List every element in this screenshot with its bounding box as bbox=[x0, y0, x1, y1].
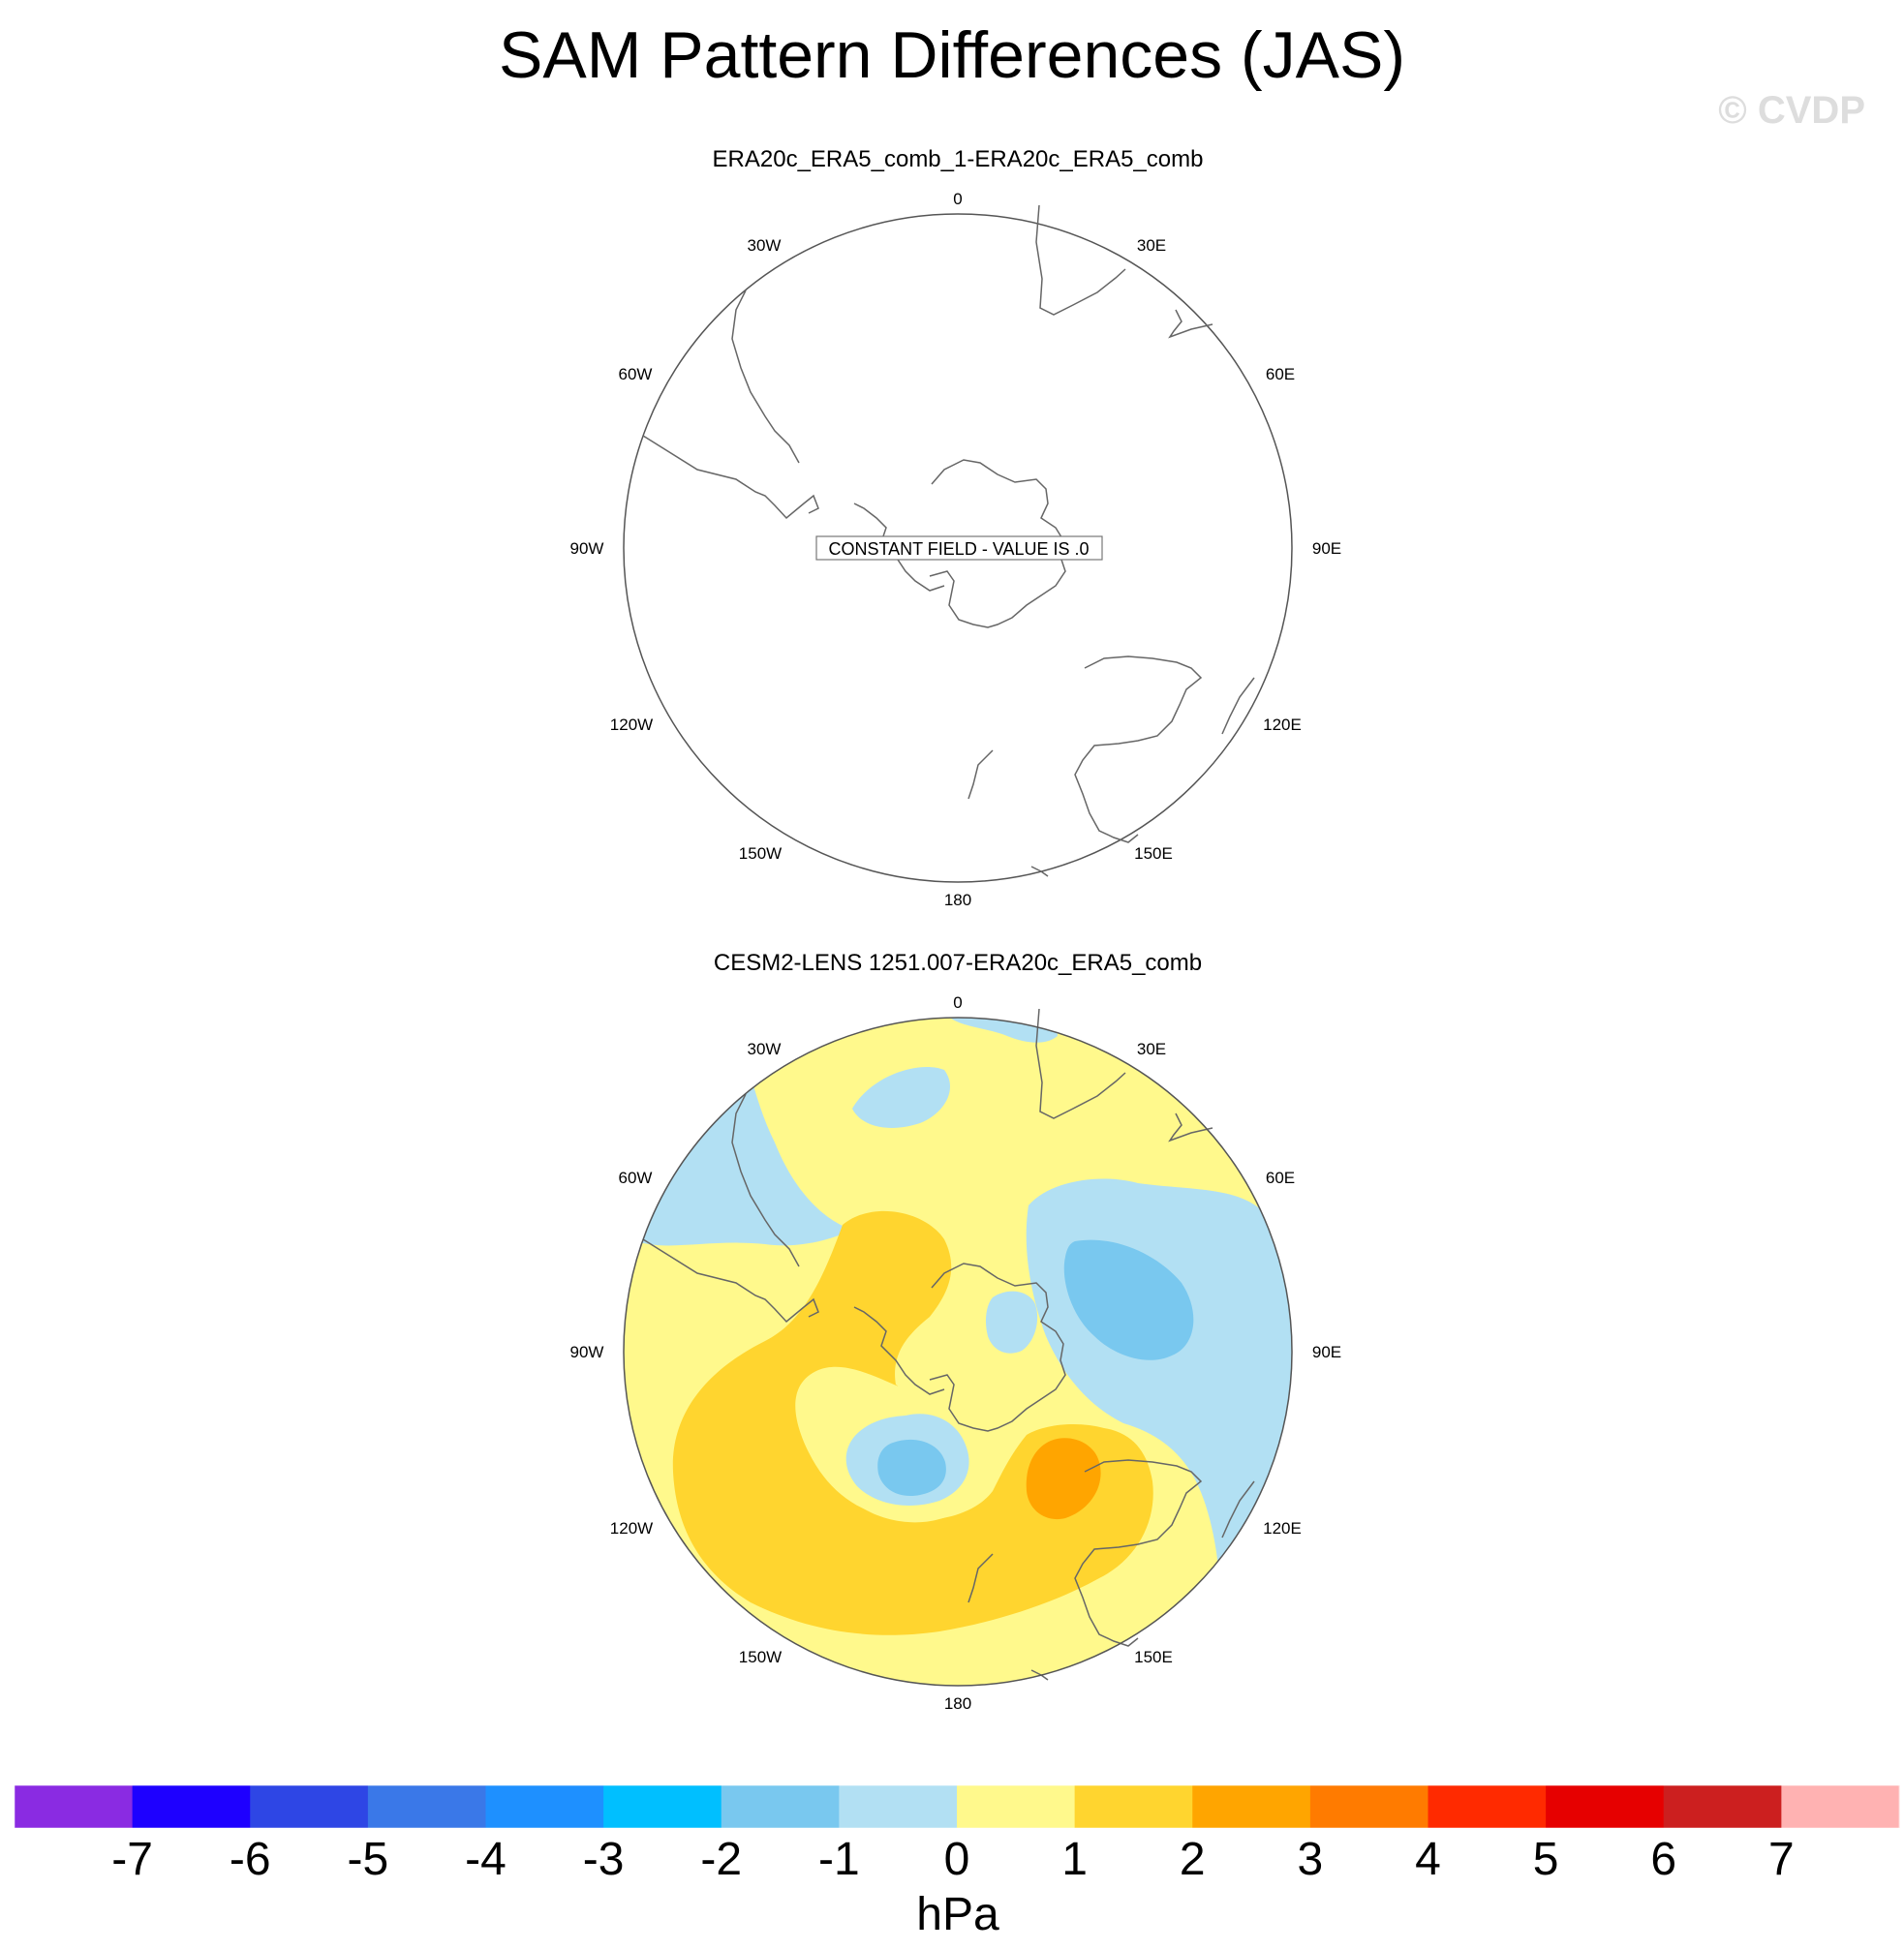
lon-label: 120E bbox=[1263, 1519, 1302, 1538]
colorbar-tick-label: -6 bbox=[230, 1834, 271, 1885]
colorbar: -7 -6 -5 -4 -3 -2 -1 0 1 2 3 4 5 6 7 bbox=[14, 1784, 1900, 1885]
panel-bottom-field bbox=[624, 1018, 1292, 1686]
colorbar-tick-label: 6 bbox=[1650, 1834, 1676, 1885]
lon-label: 150E bbox=[1134, 1648, 1173, 1666]
colorbar-swatch bbox=[721, 1785, 840, 1828]
colorbar-swatch bbox=[1428, 1785, 1547, 1828]
panel-top: ERA20c_ERA5_comb_1-ERA20c_ERA5_comb CONS… bbox=[570, 146, 1342, 909]
lon-label: 150W bbox=[739, 1648, 782, 1666]
constant-field-label: CONSTANT FIELD - VALUE IS .0 bbox=[828, 539, 1089, 559]
lon-label: 60E bbox=[1266, 1169, 1295, 1187]
lon-label: 30W bbox=[748, 1040, 782, 1058]
colorbar-swatch bbox=[1074, 1785, 1193, 1828]
colorbar-tick-label: -5 bbox=[348, 1834, 389, 1885]
lon-label: 90E bbox=[1312, 539, 1341, 558]
lon-label: 90W bbox=[570, 539, 604, 558]
panel-bottom-subtitle: CESM2-LENS 1251.007-ERA20c_ERA5_comb bbox=[714, 950, 1202, 976]
lon-label: 30E bbox=[1137, 1040, 1166, 1058]
contour-neg1-atlantic bbox=[852, 1066, 950, 1128]
colorbar-outline bbox=[14, 1784, 1900, 1829]
colorbar-tick-label: 4 bbox=[1415, 1834, 1441, 1885]
colorbar-tick-label: 2 bbox=[1180, 1834, 1206, 1885]
colorbar-tick-label: 7 bbox=[1768, 1834, 1795, 1885]
colorbar-swatch bbox=[15, 1785, 134, 1828]
colorbar-swatch bbox=[485, 1785, 604, 1828]
colorbar-swatch bbox=[1546, 1785, 1665, 1828]
lon-label: 60W bbox=[619, 365, 653, 383]
panel-top-subtitle: ERA20c_ERA5_comb_1-ERA20c_ERA5_comb bbox=[713, 146, 1204, 172]
lon-label: 150E bbox=[1134, 844, 1173, 863]
colorbar-tick-label: 1 bbox=[1061, 1834, 1088, 1885]
colorbar-tick-label: -7 bbox=[111, 1834, 153, 1885]
lon-label: 120W bbox=[610, 1519, 653, 1538]
colorbar-unit: hPa bbox=[916, 1889, 999, 1940]
panel-top-annotation: CONSTANT FIELD - VALUE IS .0 bbox=[815, 535, 1103, 561]
lon-label: 60E bbox=[1266, 365, 1295, 383]
panel-bottom-lon-labels: 0 30E 60E 90E 120E 150E 180 150W 120W 90… bbox=[570, 993, 1342, 1713]
lon-label: 0 bbox=[953, 190, 962, 208]
colorbar-swatch bbox=[250, 1785, 369, 1828]
colorbar-tick-label: -2 bbox=[700, 1834, 742, 1885]
colorbar-swatch bbox=[132, 1785, 251, 1828]
lon-label: 120W bbox=[610, 716, 653, 734]
contour-neg2-indian-ocean bbox=[1063, 1239, 1194, 1360]
lon-label: 90W bbox=[570, 1343, 604, 1361]
lon-label: 180 bbox=[944, 1694, 971, 1713]
contour-2-to-3 bbox=[1026, 1438, 1101, 1520]
colorbar-swatch bbox=[839, 1785, 958, 1828]
colorbar-tick-label: -3 bbox=[583, 1834, 625, 1885]
panel-bottom-coastlines bbox=[642, 1008, 1255, 1681]
colorbar-tick-label: 5 bbox=[1533, 1834, 1559, 1885]
chart-title: SAM Pattern Differences (JAS) bbox=[499, 18, 1405, 92]
lon-label: 180 bbox=[944, 891, 971, 909]
watermark: © CVDP bbox=[1718, 89, 1865, 132]
colorbar-swatch bbox=[1663, 1785, 1782, 1828]
lon-label: 90E bbox=[1312, 1343, 1341, 1361]
contour-1-to-2 bbox=[672, 1210, 1153, 1635]
lon-label: 0 bbox=[953, 993, 962, 1012]
lon-label: 120E bbox=[1263, 716, 1302, 734]
colorbar-tick-label: -1 bbox=[818, 1834, 860, 1885]
lon-label: 150W bbox=[739, 844, 782, 863]
contour-neg1-antarctica bbox=[985, 1291, 1038, 1354]
colorbar-swatch bbox=[603, 1785, 722, 1828]
colorbar-tick-label: 0 bbox=[944, 1834, 970, 1885]
panel-top-lon-labels: 0 30E 60E 90E 120E 150E 180 150W 120W 90… bbox=[570, 190, 1342, 909]
lon-label: 30W bbox=[748, 236, 782, 255]
lon-label: 60W bbox=[619, 1169, 653, 1187]
colorbar-tick-label: -4 bbox=[465, 1834, 507, 1885]
colorbar-swatch bbox=[1192, 1785, 1311, 1828]
colorbar-swatch bbox=[367, 1785, 486, 1828]
lon-label: 30E bbox=[1137, 236, 1166, 255]
colorbar-swatch bbox=[957, 1785, 1076, 1828]
contour-neg2-near-nz bbox=[877, 1439, 946, 1497]
panel-bottom-map-circle bbox=[623, 1017, 1293, 1687]
colorbar-swatch bbox=[1781, 1785, 1900, 1828]
colorbar-swatch bbox=[1309, 1785, 1428, 1828]
panel-bottom: CESM2-LENS 1251.007-ERA20c_ERA5_comb bbox=[570, 950, 1342, 1713]
colorbar-tick-label: 3 bbox=[1298, 1834, 1324, 1885]
